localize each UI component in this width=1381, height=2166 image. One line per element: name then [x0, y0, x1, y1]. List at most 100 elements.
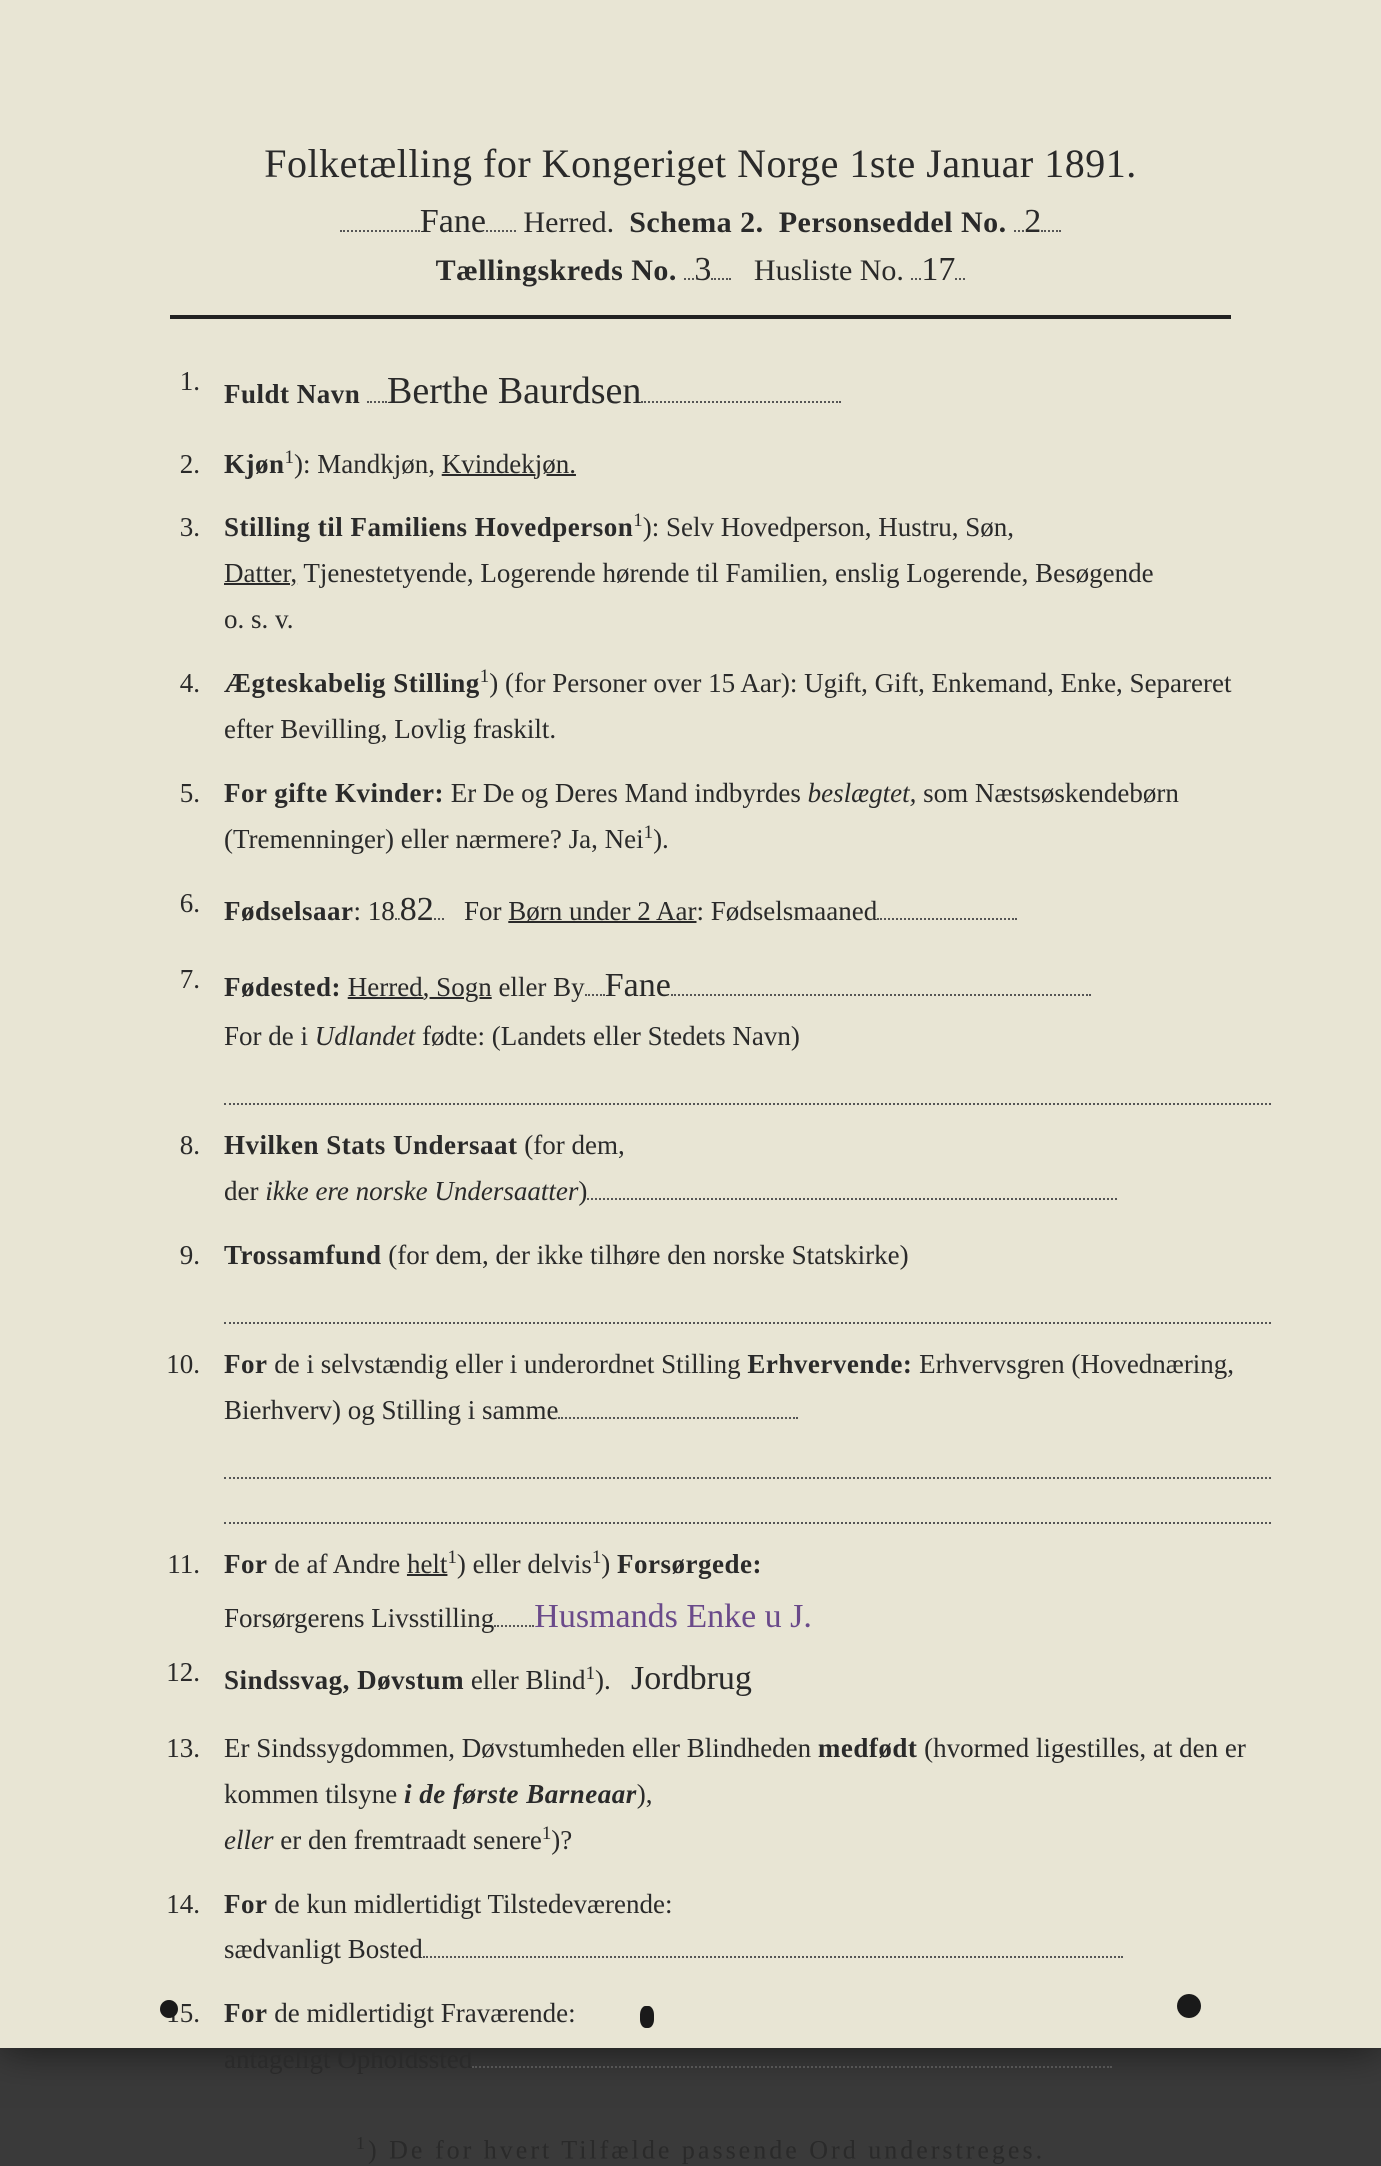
text: sædvanligt Bosted — [224, 1934, 423, 1964]
personseddel-label: Personseddel No. — [779, 206, 1007, 239]
field-label: For — [224, 1889, 267, 1919]
item-3: 3. Stilling til Familiens Hovedperson1):… — [140, 505, 1271, 643]
field-label: Ægteskabelig Stilling — [224, 668, 480, 698]
text: For — [457, 896, 508, 926]
header-line-2: Tællingskreds No. 3 Husliste No. 17 — [130, 251, 1271, 289]
text: ), — [637, 1779, 653, 1809]
text: de kun midlertidigt Tilstedeværende: — [267, 1889, 672, 1919]
item-2: 2. Kjøn1): Mandkjøn, Kvindekjøn. — [140, 442, 1271, 488]
ink-spot — [1177, 1994, 1201, 2018]
text: ) eller delvis — [457, 1549, 592, 1579]
herred-value: Fane — [420, 203, 486, 241]
item-1: 1. Fuldt Navn Berthe Baurdsen — [140, 359, 1271, 424]
footnote: 1) De for hvert Tilfælde passende Ord un… — [130, 2133, 1271, 2166]
item-12: 12. Sindssvag, Døvstum eller Blind1). Jo… — [140, 1650, 1271, 1708]
sup: 1 — [447, 1547, 456, 1568]
item-11: 11. For de af Andre helt1) eller delvis1… — [140, 1542, 1271, 1646]
item-6: 6. Fødselsaar: 1882 For Børn under 2 Aar… — [140, 881, 1271, 939]
item-num: 15. — [140, 1991, 224, 2083]
field-label: For — [224, 1549, 267, 1579]
sup: 1 — [285, 447, 294, 468]
text: fødte: (Landets eller Stedets Navn) — [415, 1021, 800, 1051]
text-italic: eller — [224, 1825, 273, 1855]
field-label: Stilling til Familiens Hovedperson — [224, 512, 633, 542]
text-italic: beslægtet, — [808, 778, 917, 808]
sup: 1 — [633, 510, 642, 531]
text: Er De og Deres Mand indbyrdes — [444, 778, 808, 808]
text: For de i — [224, 1021, 315, 1051]
text: Tjenestetyende, Logerende hørende til Fa… — [297, 558, 1153, 588]
sup: 1 — [356, 2133, 368, 2153]
item-num: 8. — [140, 1123, 224, 1215]
item-num: 2. — [140, 442, 224, 488]
field-label: Sindssvag, Døvstum — [224, 1665, 464, 1695]
item-num: 6. — [140, 881, 224, 939]
item-num: 11. — [140, 1542, 224, 1646]
field-label: Fødested: — [224, 972, 341, 1002]
text: er den fremtraadt senere — [273, 1825, 541, 1855]
item-13: 13. Er Sindssygdommen, Døvstumheden elle… — [140, 1726, 1271, 1864]
items-list: 1. Fuldt Navn Berthe Baurdsen 2. Kjøn1):… — [130, 359, 1271, 2083]
item-num: 14. — [140, 1882, 224, 1974]
title-block: Folketælling for Kongeriget Norge 1ste J… — [130, 140, 1271, 289]
field-label: For — [224, 1349, 267, 1379]
sup: 1 — [542, 1823, 551, 1844]
text: Forsørgerens Livsstilling — [224, 1603, 494, 1633]
item-num: 10. — [140, 1342, 224, 1524]
text: ). — [595, 1665, 611, 1695]
selected-option: helt — [407, 1549, 448, 1579]
sup: 1 — [586, 1663, 595, 1684]
item-num: 7. — [140, 957, 224, 1106]
item-10: 10. For de i selvstændig eller i underor… — [140, 1342, 1271, 1524]
item-7: 7. Fødested: Herred, Sogn eller ByFane F… — [140, 957, 1271, 1106]
text: o. s. v. — [224, 604, 294, 634]
item-9: 9. Trossamfund (for dem, der ikke tilhør… — [140, 1233, 1271, 1324]
text: der — [224, 1176, 265, 1206]
item-num: 3. — [140, 505, 224, 643]
field-label: For gifte Kvinder: — [224, 778, 444, 808]
item-15: 15. For de midlertidigt Fraværende: anta… — [140, 1991, 1271, 2083]
item-5: 5. For gifte Kvinder: Er De og Deres Man… — [140, 771, 1271, 863]
field-label: Fuldt Navn — [224, 379, 360, 409]
item-num: 9. — [140, 1233, 224, 1324]
name-value: Berthe Baurdsen — [387, 359, 641, 424]
sup: 1 — [644, 822, 653, 843]
text: eller Blind — [464, 1665, 585, 1695]
document-page: Folketælling for Kongeriget Norge 1ste J… — [0, 0, 1381, 2048]
item-num: 1. — [140, 359, 224, 424]
herred-label: Herred. — [523, 206, 614, 239]
text: (for dem, — [518, 1130, 625, 1160]
text: ). — [653, 824, 669, 854]
text: Er Sindssygdommen, Døvstumheden eller Bl… — [224, 1733, 818, 1763]
kreds-value: 3 — [694, 251, 711, 289]
provider-value: Husmands Enke u J. — [534, 1588, 812, 1646]
text: ): Mandkjøn, — [294, 449, 442, 479]
divider — [170, 315, 1231, 319]
husliste-label: Husliste No. — [754, 254, 904, 287]
text: ) — [601, 1549, 617, 1579]
text: : 18 — [354, 896, 395, 926]
item-14: 14. For de kun midlertidigt Tilstedevære… — [140, 1882, 1271, 1974]
item-num: 12. — [140, 1650, 224, 1708]
text: de midlertidigt Fraværende: — [267, 1998, 575, 2028]
text: : Fødselsmaaned — [697, 896, 878, 926]
husliste-value: 17 — [921, 251, 955, 289]
field-label: For — [224, 1998, 267, 2028]
text: (for dem, der ikke tilhøre den norske St… — [382, 1240, 909, 1270]
item-num: 4. — [140, 661, 224, 753]
sup: 1 — [480, 666, 489, 687]
text: de af Andre — [267, 1549, 406, 1579]
field-label: Trossamfund — [224, 1240, 382, 1270]
item-8: 8. Hvilken Stats Undersaat (for dem, der… — [140, 1123, 1271, 1215]
kreds-label: Tællingskreds No. — [436, 254, 677, 287]
sup: 1 — [592, 1547, 601, 1568]
ink-spot — [640, 2006, 654, 2028]
field-label: Hvilken Stats Undersaat — [224, 1130, 518, 1160]
text-italic: ikke ere norske Undersaatter — [265, 1176, 578, 1206]
text-italic: i de første Barneaar — [404, 1779, 637, 1809]
birthplace-value: Fane — [605, 957, 671, 1015]
selected-option: Kvindekjøn. — [442, 449, 576, 479]
item-num: 13. — [140, 1726, 224, 1864]
text: eller By — [492, 972, 585, 1002]
schema-label: Schema 2. — [629, 206, 764, 239]
